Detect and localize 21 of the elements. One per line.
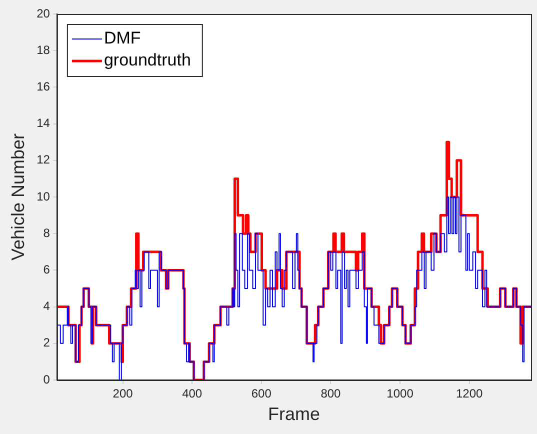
y-tick-label: 0: [43, 372, 50, 386]
x-tick-label: 1200: [456, 386, 483, 401]
x-tick-label: 400: [182, 386, 202, 401]
y-tick-label: 18: [36, 42, 50, 57]
y-tick-label: 6: [43, 262, 50, 277]
y-tick-label: 10: [36, 189, 50, 204]
x-tick-label: 800: [320, 386, 342, 401]
y-axis-title: Vehicle Number: [8, 133, 28, 261]
legend-label: groundtruth: [104, 50, 191, 70]
x-tick-label: 1000: [386, 386, 414, 401]
y-tick-label: 14: [36, 116, 50, 130]
x-tick-label: 600: [251, 386, 272, 401]
y-tick-label: 2: [43, 336, 50, 350]
x-tick-label: 200: [112, 386, 134, 401]
x-axis-title: Frame: [268, 404, 320, 424]
y-tick-label: 20: [36, 6, 50, 20]
y-tick-label: 12: [36, 152, 50, 167]
y-tick-label: 16: [36, 80, 50, 94]
legend-label: DMF: [104, 28, 141, 48]
y-tick-label: 4: [43, 299, 50, 314]
y-tick-label: 8: [43, 226, 50, 240]
